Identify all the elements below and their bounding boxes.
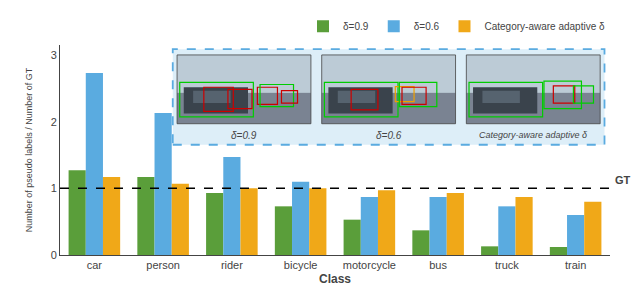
svg-text:bicycle: bicycle xyxy=(284,259,318,271)
svg-text:GT: GT xyxy=(615,174,631,186)
svg-text:train: train xyxy=(565,259,586,271)
svg-text:δ=0.9: δ=0.9 xyxy=(343,21,369,32)
svg-text:person: person xyxy=(146,259,180,271)
svg-text:δ=0.9: δ=0.9 xyxy=(231,130,257,141)
svg-text:δ=0.6: δ=0.6 xyxy=(414,21,440,32)
svg-text:truck: truck xyxy=(495,259,519,271)
svg-text:Category-aware adaptive δ: Category-aware adaptive δ xyxy=(479,130,588,140)
svg-text:δ=0.6: δ=0.6 xyxy=(376,130,402,141)
svg-text:2: 2 xyxy=(51,116,57,128)
svg-text:bus: bus xyxy=(429,259,447,271)
svg-text:Number of pseudo labels / Numb: Number of pseudo labels / Number of GT xyxy=(24,67,34,232)
svg-text:car: car xyxy=(87,259,103,271)
svg-text:1: 1 xyxy=(51,182,57,194)
svg-text:3: 3 xyxy=(51,49,57,61)
svg-text:Class: Class xyxy=(319,272,351,286)
svg-text:Category-aware adaptive δ: Category-aware adaptive δ xyxy=(484,21,605,32)
svg-text:motorcycle: motorcycle xyxy=(343,259,396,271)
svg-text:rider: rider xyxy=(221,259,243,271)
svg-text:0: 0 xyxy=(51,249,57,261)
